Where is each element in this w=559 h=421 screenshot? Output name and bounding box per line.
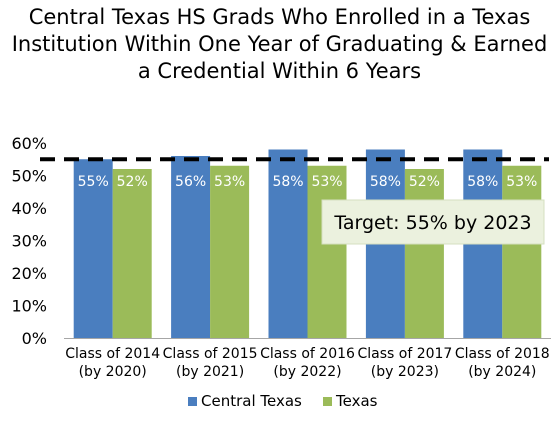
- x-tick-label: Class of 2018: [455, 346, 550, 362]
- data-label: 52%: [117, 174, 148, 190]
- x-tick-label: (by 2022): [273, 364, 341, 380]
- bar: [210, 165, 250, 338]
- legend-label: Texas: [335, 392, 378, 410]
- x-tick-label: (by 2021): [176, 364, 244, 380]
- y-tick-label: 30%: [11, 232, 47, 251]
- bar: [404, 169, 444, 338]
- bar: [171, 156, 211, 338]
- legend-swatch: [323, 397, 332, 406]
- x-tick-label: (by 2020): [79, 364, 147, 380]
- annotation-text: Target: 55% by 2023: [333, 212, 531, 234]
- data-label: 58%: [272, 174, 303, 190]
- data-label: 58%: [370, 174, 401, 190]
- bar: [73, 159, 113, 338]
- y-tick-label: 40%: [11, 199, 47, 218]
- data-label: 55%: [78, 174, 109, 190]
- y-tick-label: 50%: [11, 167, 47, 186]
- data-label: 53%: [506, 174, 537, 190]
- data-label: 53%: [214, 174, 245, 190]
- data-label: 53%: [311, 174, 342, 190]
- data-label: 52%: [409, 174, 440, 190]
- x-axis: Class of 2014 (by 2020) Class of 2015 (by 2…: [65, 346, 549, 380]
- bar: [502, 165, 542, 338]
- bar: [307, 165, 347, 338]
- y-tick-label: 10%: [11, 297, 47, 316]
- x-tick-label: Class of 2016: [260, 346, 355, 362]
- y-tick-label: 60%: [11, 134, 47, 153]
- x-tick-label: (by 2023): [371, 364, 439, 380]
- data-label: 58%: [467, 174, 498, 190]
- legend-label: Central Texas: [201, 392, 302, 410]
- x-tick-label: Class of 2017: [357, 346, 452, 362]
- legend: Central Texas Texas: [188, 392, 378, 410]
- y-axis: 0% 10% 20% 30% 40% 50% 60%: [11, 134, 47, 348]
- x-tick-label: Class of 2015: [163, 346, 258, 362]
- y-tick-label: 20%: [11, 264, 47, 283]
- x-tick-label: Class of 2014: [65, 346, 160, 362]
- x-tick-label: (by 2024): [468, 364, 536, 380]
- annotation-box: [321, 199, 545, 245]
- data-label: 56%: [175, 174, 206, 190]
- target-annotation: Target: 55% by 2023: [321, 199, 545, 245]
- bar: [268, 149, 308, 338]
- chart-title: Central Texas HS Grads Who Enrolled in a…: [11, 5, 548, 83]
- legend-swatch: [188, 397, 197, 406]
- y-tick-label: 0%: [22, 329, 47, 348]
- data-labels: 55% 56% 58% 58% 58% 52% 53% 53% 52% 53%: [78, 174, 538, 190]
- bar: [112, 169, 152, 338]
